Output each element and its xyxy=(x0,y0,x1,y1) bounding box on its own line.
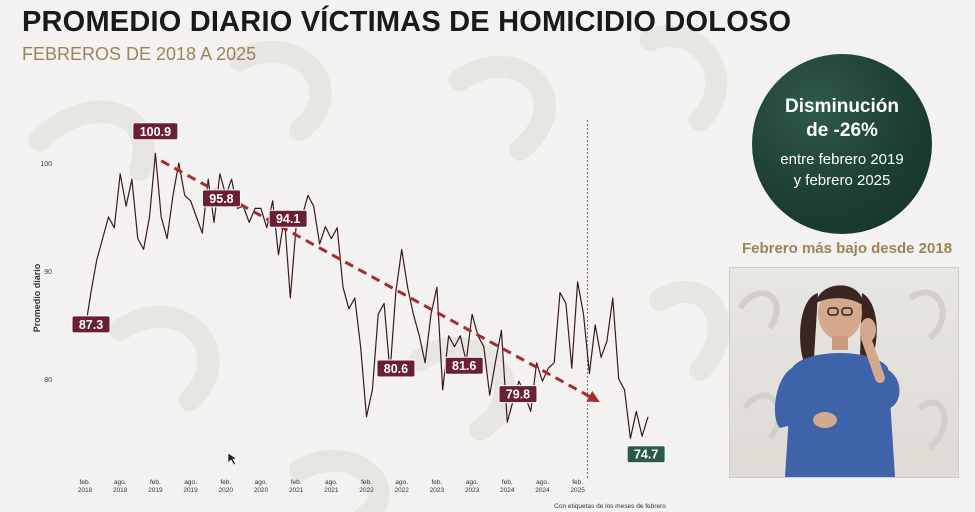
data-label: 95.8 xyxy=(209,192,233,206)
mouse-cursor xyxy=(227,452,238,466)
y-tick-label: 90 xyxy=(44,269,52,276)
x-tick-label: ago. xyxy=(325,479,338,486)
data-label-box xyxy=(201,189,241,208)
x-tick-label: 2019 xyxy=(148,487,163,494)
data-label: 79.8 xyxy=(506,388,530,402)
data-label-box xyxy=(626,445,666,464)
callout-line-2: de -26% xyxy=(806,120,878,141)
data-label: 81.6 xyxy=(452,359,476,373)
data-label-box xyxy=(498,385,538,404)
x-tick-label: 2023 xyxy=(465,487,480,494)
callout-line-1: Disminución xyxy=(784,96,899,117)
x-tick-label: 2018 xyxy=(78,487,93,494)
x-tick-label: 2021 xyxy=(324,487,339,494)
callout-line-4: y febrero 2025 xyxy=(793,172,891,189)
x-tick-label: 2020 xyxy=(254,487,269,494)
x-tick-label: 2019 xyxy=(183,487,198,494)
x-axis-note: Con etiquetas de los meses de febrero xyxy=(554,503,666,510)
x-tick-label: ago. xyxy=(114,479,127,486)
x-tick-label: feb. xyxy=(80,479,91,486)
data-label-box xyxy=(444,356,484,375)
data-label: 100.9 xyxy=(140,125,171,139)
x-tick-label: 2018 xyxy=(113,487,128,494)
data-label: 87.3 xyxy=(79,318,103,332)
data-label-box xyxy=(376,359,416,378)
data-label: 94.1 xyxy=(276,212,300,226)
series-line xyxy=(84,152,649,439)
x-tick-label: 2024 xyxy=(535,487,550,494)
data-label: 80.6 xyxy=(384,362,408,376)
x-tick-label: feb. xyxy=(431,479,442,486)
x-tick-label: feb. xyxy=(220,479,231,486)
x-tick-label: ago. xyxy=(255,479,268,486)
lowest-february-caption: Febrero más bajo desde 2018 xyxy=(741,240,953,257)
x-tick-label: ago. xyxy=(395,479,408,486)
x-tick-label: 2022 xyxy=(394,487,409,494)
x-tick-label: feb. xyxy=(502,479,513,486)
page-subtitle: FEBREROS DE 2018 A 2025 xyxy=(22,44,257,64)
x-tick-label: 2023 xyxy=(430,487,445,494)
y-tick-label: 100 xyxy=(40,161,52,168)
y-tick-label: 80 xyxy=(44,377,52,384)
trend-arrowhead xyxy=(586,391,600,403)
x-tick-label: ago. xyxy=(466,479,479,486)
y-axis-label: Promedio diario xyxy=(32,263,42,332)
data-label-box xyxy=(268,209,308,228)
x-tick-label: 2025 xyxy=(570,487,585,494)
x-tick-label: feb. xyxy=(361,479,372,486)
data-label: 74.7 xyxy=(634,448,658,462)
page-title: PROMEDIO DIARIO VÍCTIMAS DE HOMICIDIO DO… xyxy=(22,6,792,38)
data-label-box xyxy=(71,315,111,334)
x-tick-label: 2024 xyxy=(500,487,515,494)
x-tick-label: 2021 xyxy=(289,487,304,494)
callout-line-3: entre febrero 2019 xyxy=(780,151,904,168)
decrease-callout: Disminución de -26% entre febrero 2019 y… xyxy=(752,54,932,234)
x-tick-label: 2022 xyxy=(359,487,374,494)
homicide-line-chart: Promedio diario8090100feb.2018ago.2018fe… xyxy=(32,120,666,510)
interpreter-figure xyxy=(737,285,948,477)
x-tick-label: feb. xyxy=(572,479,583,486)
data-label-box xyxy=(132,122,179,141)
x-tick-label: 2020 xyxy=(219,487,234,494)
sign-language-interpreter-video xyxy=(729,267,959,478)
x-tick-label: ago. xyxy=(184,479,197,486)
x-tick-label: ago. xyxy=(536,479,549,486)
x-tick-label: feb. xyxy=(291,479,302,486)
x-tick-label: feb. xyxy=(150,479,161,486)
